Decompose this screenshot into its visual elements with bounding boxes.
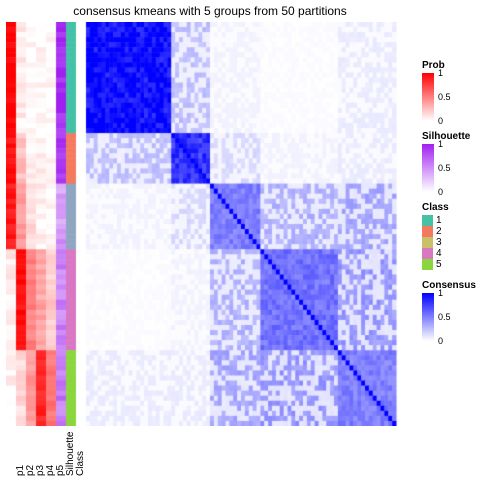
legend-class-label: 3	[436, 237, 442, 248]
x-axis-labels: p1p2p3p4p5SilhouetteClass	[6, 430, 406, 490]
legend-panel: Prob10.50Silhouette10.50Class12345Consen…	[422, 50, 502, 341]
xlabel-class: Class	[75, 451, 86, 476]
legend-class-row: 3	[422, 237, 502, 248]
legend-silhouette: 10.50	[422, 144, 502, 192]
legend-class-swatch	[422, 215, 433, 226]
legend-class-row: 2	[422, 226, 502, 237]
legend-tick: 0	[438, 117, 443, 126]
legend-consensus: 10.50	[422, 293, 502, 341]
legend-title-prob: Prob	[422, 60, 502, 71]
heatmap-canvas	[6, 22, 410, 426]
legend-class-label: 2	[436, 226, 442, 237]
legend-tick: 1	[438, 289, 443, 298]
legend-title-class: Class	[422, 202, 502, 213]
legend-class-row: 5	[422, 259, 502, 270]
legend-tick: 1	[438, 140, 443, 149]
legend-title-silhouette: Silhouette	[422, 131, 502, 142]
plot-area	[6, 22, 410, 426]
legend-class-label: 5	[436, 259, 442, 270]
legend-class-swatch	[422, 248, 433, 259]
legend-gradient-silhouette	[422, 144, 434, 192]
legend-class-swatch	[422, 226, 433, 237]
legend-tick: 0	[438, 188, 443, 197]
legend-tick: 0.5	[438, 313, 451, 322]
legend-class-row: 4	[422, 248, 502, 259]
legend-gradient-prob	[422, 73, 434, 121]
legend-tick: 0	[438, 337, 443, 346]
legend-class-swatch	[422, 259, 433, 270]
legend-tick: 0.5	[438, 93, 451, 102]
legend-class-swatch	[422, 237, 433, 248]
legend-tick: 0.5	[438, 164, 451, 173]
legend-class-label: 1	[436, 215, 442, 226]
legend-class-label: 4	[436, 248, 442, 259]
legend-prob: 10.50	[422, 73, 502, 121]
legend-gradient-consensus	[422, 293, 434, 341]
legend-class-row: 1	[422, 215, 502, 226]
plot-title: consensus kmeans with 5 groups from 50 p…	[0, 4, 420, 18]
legend-title-consensus: Consensus	[422, 280, 502, 291]
legend-tick: 1	[438, 69, 443, 78]
